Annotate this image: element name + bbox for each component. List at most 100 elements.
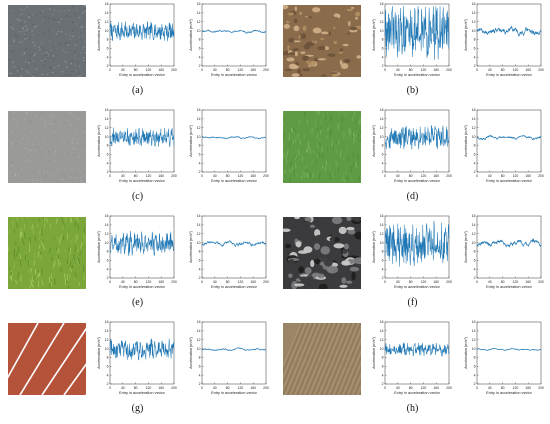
y-tick-label: 8	[199, 144, 201, 148]
y-tick-label: 12	[380, 232, 384, 236]
y-tick-label: 2	[382, 170, 384, 174]
x-axis-label: Entry in acceleration vector	[119, 73, 166, 77]
x-tick-label: 80	[226, 280, 230, 284]
x-tick-label: 120	[421, 68, 427, 72]
y-tick-label: 16	[105, 214, 109, 218]
y-tick-label: 12	[380, 20, 384, 24]
y-tick-label: 8	[107, 250, 109, 254]
y-tick-label: 14	[472, 223, 476, 227]
y-tick-label: 14	[105, 11, 109, 15]
surface-photo-e	[8, 217, 86, 289]
y-tick-label: 4	[382, 55, 384, 59]
raw-acceleration-chart: 0 40 80 120 160 200 2 4 6 8 10 12 14 16 Entry in accel…	[88, 318, 178, 405]
chart-raw-g: 0 40 80 120 160 200 2 4 6 8 10 12 14 16 Entry in accel…	[97, 320, 177, 395]
acceleration-series	[109, 127, 175, 148]
y-axis-label: Acceleration (m/s²)	[464, 336, 468, 369]
y-axis-label: Acceleration (m/s²)	[372, 336, 376, 369]
acceleration-series	[109, 231, 175, 257]
x-tick-label: 120	[238, 386, 244, 390]
y-tick-label: 8	[199, 356, 201, 360]
filtered-acceleration-chart: 0 40 80 120 160 200 2 4 6 8 10 12 14 16 Entry in accel…	[180, 0, 270, 87]
panel-c: 0 40 80 120 160 200 2 4 6 8 10 12 14 16 Entry in accel…	[0, 106, 275, 212]
x-tick-label: 40	[488, 174, 492, 178]
y-tick-label: 2	[382, 64, 384, 68]
x-tick-label: 160	[158, 280, 164, 284]
x-tick-label: 200	[446, 174, 452, 178]
y-tick-label: 16	[197, 320, 201, 324]
y-axis-label: Acceleration (m/s²)	[189, 336, 193, 369]
x-tick-label: 160	[433, 174, 439, 178]
x-tick-label: 160	[525, 174, 531, 178]
raw-acceleration-chart: 0 40 80 120 160 200 2 4 6 8 10 12 14 16 Entry in accel…	[88, 106, 178, 193]
x-tick-label: 0	[384, 68, 386, 72]
chart-filt-c: 0 40 80 120 160 200 2 4 6 8 10 12 14 16 Entry in accel…	[189, 108, 269, 183]
y-tick-label: 8	[474, 356, 476, 360]
x-tick-label: 120	[513, 386, 519, 390]
chart-raw-h: 0 40 80 120 160 200 2 4 6 8 10 12 14 16 Entry in accel…	[372, 320, 452, 395]
y-tick-label: 14	[197, 223, 201, 227]
filtered-acceleration-chart: 0 40 80 120 160 200 2 4 6 8 10 12 14 16 Entry in accel…	[180, 318, 270, 405]
x-tick-label: 0	[384, 174, 386, 178]
acceleration-series	[201, 240, 267, 248]
x-axis-label: Entry in acceleration vector	[211, 391, 258, 395]
x-axis-label: Entry in acceleration vector	[394, 285, 441, 289]
x-axis-label: Entry in acceleration vector	[119, 391, 166, 395]
surface-image-a	[8, 5, 86, 77]
plot-frame	[476, 321, 542, 385]
y-tick-label: 4	[107, 161, 109, 165]
y-tick-label: 10	[472, 135, 476, 139]
x-tick-label: 80	[501, 386, 505, 390]
acceleration-series	[476, 25, 542, 37]
y-axis-label: Acceleration (m/s²)	[97, 230, 101, 263]
chart-filt-d: 0 40 80 120 160 200 2 4 6 8 10 12 14 16 Entry in accel…	[464, 108, 544, 183]
panel-caption: (g)	[131, 403, 144, 414]
y-tick-label: 12	[472, 126, 476, 130]
chart-filt-g: 0 40 80 120 160 200 2 4 6 8 10 12 14 16 Entry in accel…	[189, 320, 269, 395]
y-tick-label: 10	[105, 135, 109, 139]
y-tick-label: 2	[474, 276, 476, 280]
x-tick-label: 120	[513, 174, 519, 178]
y-tick-label: 14	[105, 117, 109, 121]
y-tick-label: 4	[107, 267, 109, 271]
x-tick-label: 200	[263, 386, 269, 390]
y-tick-label: 2	[107, 170, 109, 174]
chart-raw-a: 0 40 80 120 160 200 2 4 6 8 10 12 14 16 Entry in accel…	[97, 2, 177, 77]
y-tick-label: 16	[472, 320, 476, 324]
acceleration-series	[201, 347, 267, 352]
surface-photo-g	[8, 323, 86, 395]
x-tick-label: 80	[134, 386, 138, 390]
x-axis-label: Entry in acceleration vector	[211, 179, 258, 183]
y-tick-label: 10	[380, 29, 384, 33]
x-tick-label: 200	[171, 280, 177, 284]
y-axis-label: Acceleration (m/s²)	[189, 230, 193, 263]
y-tick-label: 12	[197, 126, 201, 130]
panel-caption: (a)	[131, 85, 144, 96]
x-axis-label: Entry in acceleration vector	[394, 73, 441, 77]
y-tick-label: 6	[382, 364, 384, 368]
y-tick-label: 10	[472, 29, 476, 33]
x-tick-label: 80	[134, 68, 138, 72]
surface-image-c	[8, 111, 86, 183]
acceleration-series	[109, 21, 175, 42]
y-tick-label: 2	[107, 64, 109, 68]
y-tick-label: 16	[380, 108, 384, 112]
y-tick-label: 16	[380, 2, 384, 6]
y-tick-label: 16	[472, 108, 476, 112]
y-tick-label: 12	[105, 338, 109, 342]
surface-photo-h	[283, 323, 361, 395]
x-tick-label: 200	[263, 174, 269, 178]
filtered-acceleration-chart: 0 40 80 120 160 200 2 4 6 8 10 12 14 16 Entry in accel…	[455, 318, 545, 405]
y-tick-label: 6	[199, 258, 201, 262]
chart-raw-e: 0 40 80 120 160 200 2 4 6 8 10 12 14 16 Entry in accel…	[97, 214, 177, 289]
x-tick-label: 80	[409, 174, 413, 178]
chart-raw-c: 0 40 80 120 160 200 2 4 6 8 10 12 14 16 Entry in accel…	[97, 108, 177, 183]
x-tick-label: 120	[238, 174, 244, 178]
x-tick-label: 80	[134, 174, 138, 178]
y-axis-label: Acceleration (m/s²)	[189, 18, 193, 51]
y-tick-label: 6	[107, 152, 109, 156]
y-tick-label: 10	[197, 135, 201, 139]
plot-frame	[201, 215, 267, 279]
panel-caption: (f)	[407, 297, 418, 308]
acceleration-series	[476, 238, 542, 248]
x-tick-label: 200	[538, 280, 544, 284]
